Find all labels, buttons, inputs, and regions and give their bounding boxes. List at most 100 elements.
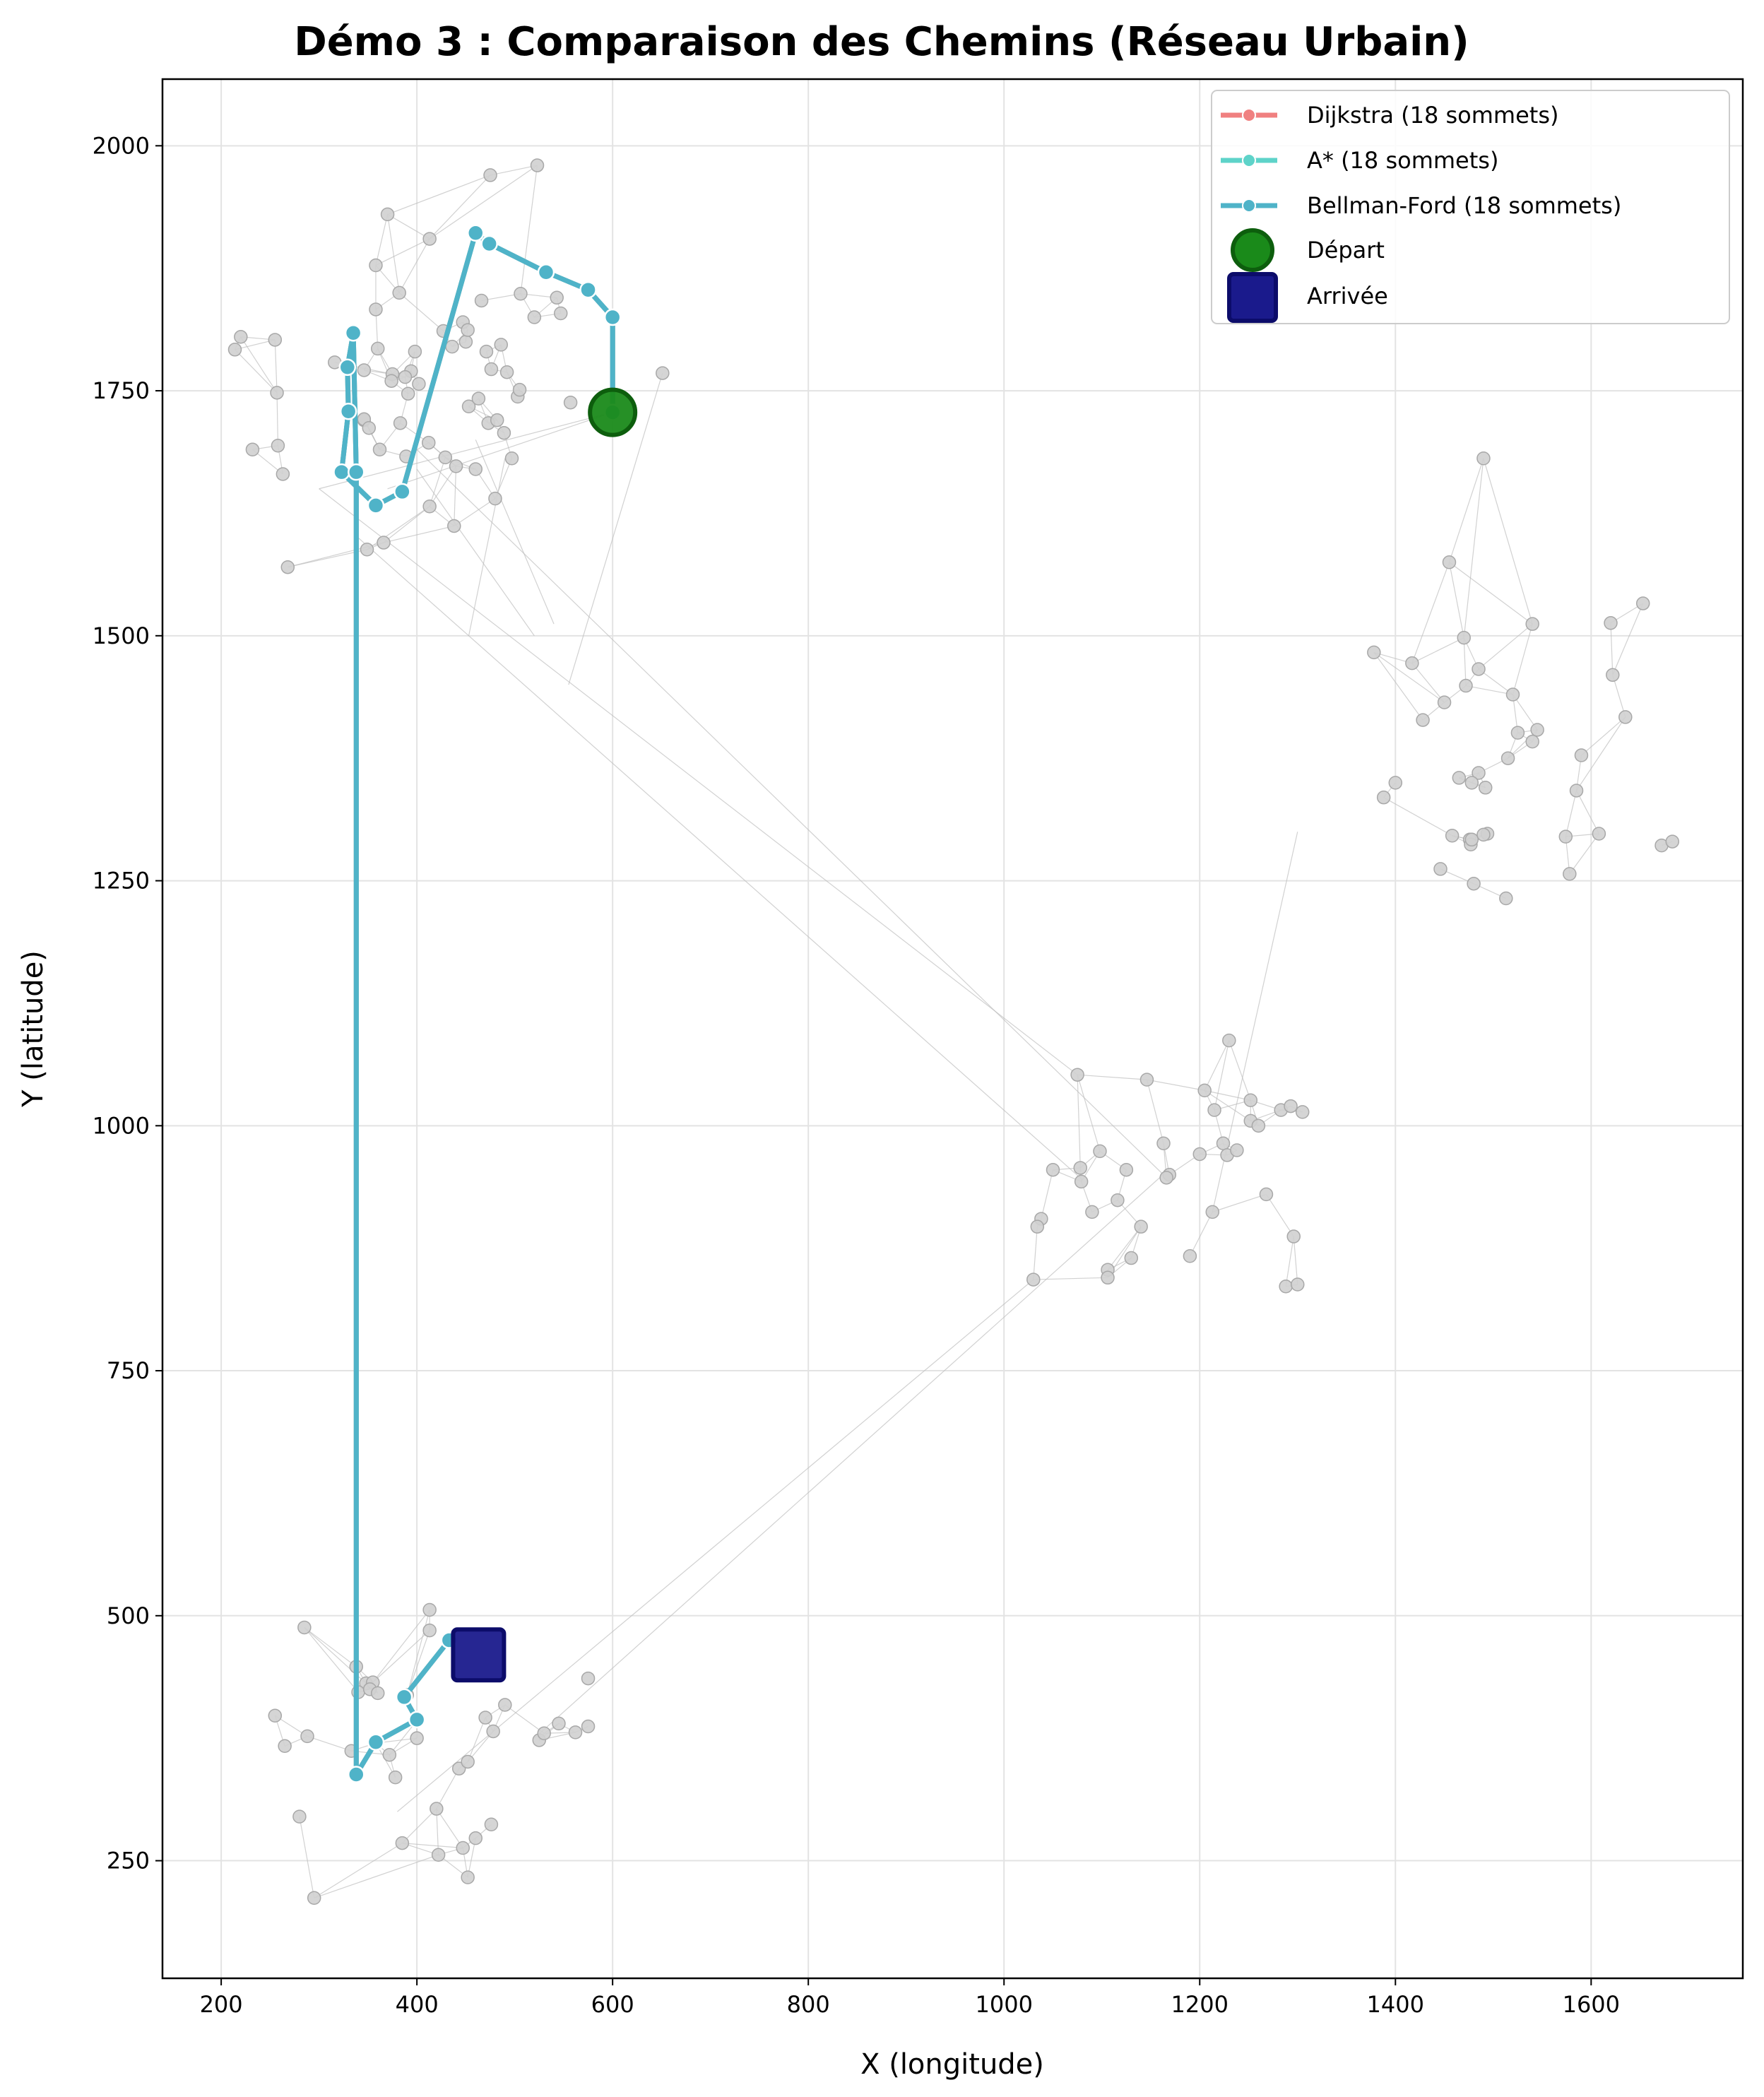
legend-marker-end [1227,272,1278,323]
network-node [1070,1068,1084,1082]
network-node [1026,1272,1041,1287]
y-axis-label: Y (latitude) [17,950,49,1108]
network-node [1230,1143,1244,1157]
network-node [393,416,408,430]
path-node [348,1766,365,1783]
network-node [271,438,285,453]
network-node [1284,1099,1298,1114]
network-node [360,543,374,557]
network-edge [1204,1089,1251,1121]
network-node [550,290,564,305]
network-node [1286,1229,1301,1244]
network-edge [429,175,491,240]
network-edge [454,498,496,526]
network-edge [568,372,663,685]
path-node [338,358,357,377]
network-node [494,338,509,352]
network-edge [1411,637,1464,664]
network-node [537,1726,551,1741]
network-node [471,391,486,406]
network-node [1505,687,1520,702]
network-node [488,491,502,506]
network-node [1445,829,1460,843]
network-edge [429,165,538,240]
legend-item-end: Arrivée [1227,272,1388,323]
path-node [344,324,362,342]
network-node [384,374,398,388]
x-tick-label: 1200 [1171,1991,1229,2018]
network-node [458,334,473,349]
network-edge [520,165,538,294]
network-node [1093,1144,1107,1159]
network-edge [468,458,506,636]
y-tick-label: 1000 [93,1112,150,1139]
legend: Dijkstra (18 sommets) A* (18 sommets) Be… [1211,90,1730,324]
network-edge [436,1768,460,1809]
plot-frame [161,78,1744,1980]
legend-marker-dijkstra [1242,108,1256,122]
network-node [292,1809,307,1824]
network-node [1442,555,1457,569]
network-node [483,168,497,182]
network-edge [1204,1089,1251,1101]
network-edge [1033,1227,1038,1280]
network-node [1291,1277,1305,1292]
network-node [1574,748,1589,762]
network-edge [240,336,278,394]
x-axis-ticks: 200 400 600 800 1000 1200 1400 1600 [200,1978,1620,2018]
network-node [1452,771,1467,785]
network-edge [387,213,430,240]
x-tick-label: 200 [200,1991,243,2018]
network-node [1457,630,1471,645]
network-node [1510,726,1525,740]
network-edge [357,537,1083,1181]
network-edge [429,457,446,507]
network-edge [533,1169,1169,1739]
start-marker [588,387,638,437]
network-node [1472,766,1486,780]
network-edge [1373,651,1445,703]
network-node [445,339,459,354]
network-edge [436,1809,439,1855]
path-node [395,1688,413,1706]
network-edge [1612,675,1626,718]
network-edge [1373,652,1423,721]
network-edge [1189,1212,1213,1257]
network-node [1525,734,1539,749]
network-edge [383,525,454,543]
network-node [1111,1193,1125,1207]
network-node [1558,829,1573,844]
x-tick-label: 1400 [1367,1991,1424,2018]
legend-marker-bellman-ford [1242,199,1256,213]
network-node [1437,695,1452,709]
network-node [1530,723,1544,737]
network-node [380,207,395,222]
network-edge [1265,1194,1294,1237]
network-edge [1569,833,1599,875]
network-edge [375,214,389,266]
legend-marker-start [1231,228,1274,272]
network-node [422,232,437,246]
network-node [362,421,377,435]
network-node [398,370,413,384]
network-edge [1146,1079,1164,1144]
network-node [234,330,248,344]
network-node [1476,451,1491,466]
network-node [447,519,461,533]
network-edge [402,1842,463,1849]
network-node [370,1686,385,1701]
network-node [1563,867,1577,881]
network-node [377,536,391,550]
network-edge [504,1704,545,1734]
network-edge [1610,622,1614,675]
network-node [1569,784,1584,798]
network-node [498,1698,512,1712]
network-node [401,386,415,401]
network-node [1472,662,1486,676]
network-node [552,1716,566,1731]
network-node [1251,1118,1266,1133]
network-edge [398,238,430,293]
network-node [1073,1161,1088,1175]
